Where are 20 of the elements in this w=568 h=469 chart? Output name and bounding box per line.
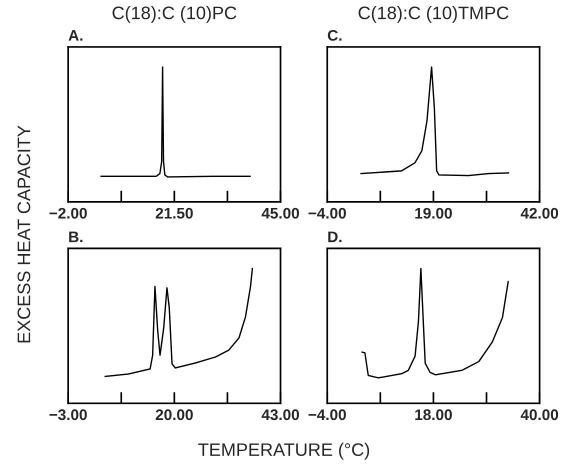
x-tick-label: 19.00 (415, 208, 452, 219)
text: D. (328, 232, 342, 242)
chart-title: C(18):C (10)PC (112, 6, 236, 23)
x-tick-label: 42.00 (520, 208, 558, 219)
text: B. (69, 232, 82, 242)
x-tick-label: 21.50 (156, 208, 193, 219)
y-axis-title: EXCESS HEAT CAPACITY (18, 126, 30, 342)
x-tick-label: 18.00 (415, 409, 452, 420)
x-axis-title: TEMPERATURE (°C) (198, 442, 370, 460)
x-tick-label: −4.00 (308, 409, 346, 420)
x-tick-label: 45.00 (262, 208, 300, 219)
x-tick-label: −3.00 (49, 409, 87, 420)
x-tick-label: −2.00 (49, 208, 87, 219)
text: C. (328, 30, 342, 41)
x-tick-label: 43.00 (262, 409, 300, 420)
x-tick-label: 20.00 (156, 409, 193, 420)
x-tick-label: −4.00 (308, 208, 346, 219)
text: A. (68, 30, 82, 41)
x-tick-label: 40.00 (520, 409, 558, 420)
chart-title: C(18):C (10)TMPC (358, 6, 508, 23)
